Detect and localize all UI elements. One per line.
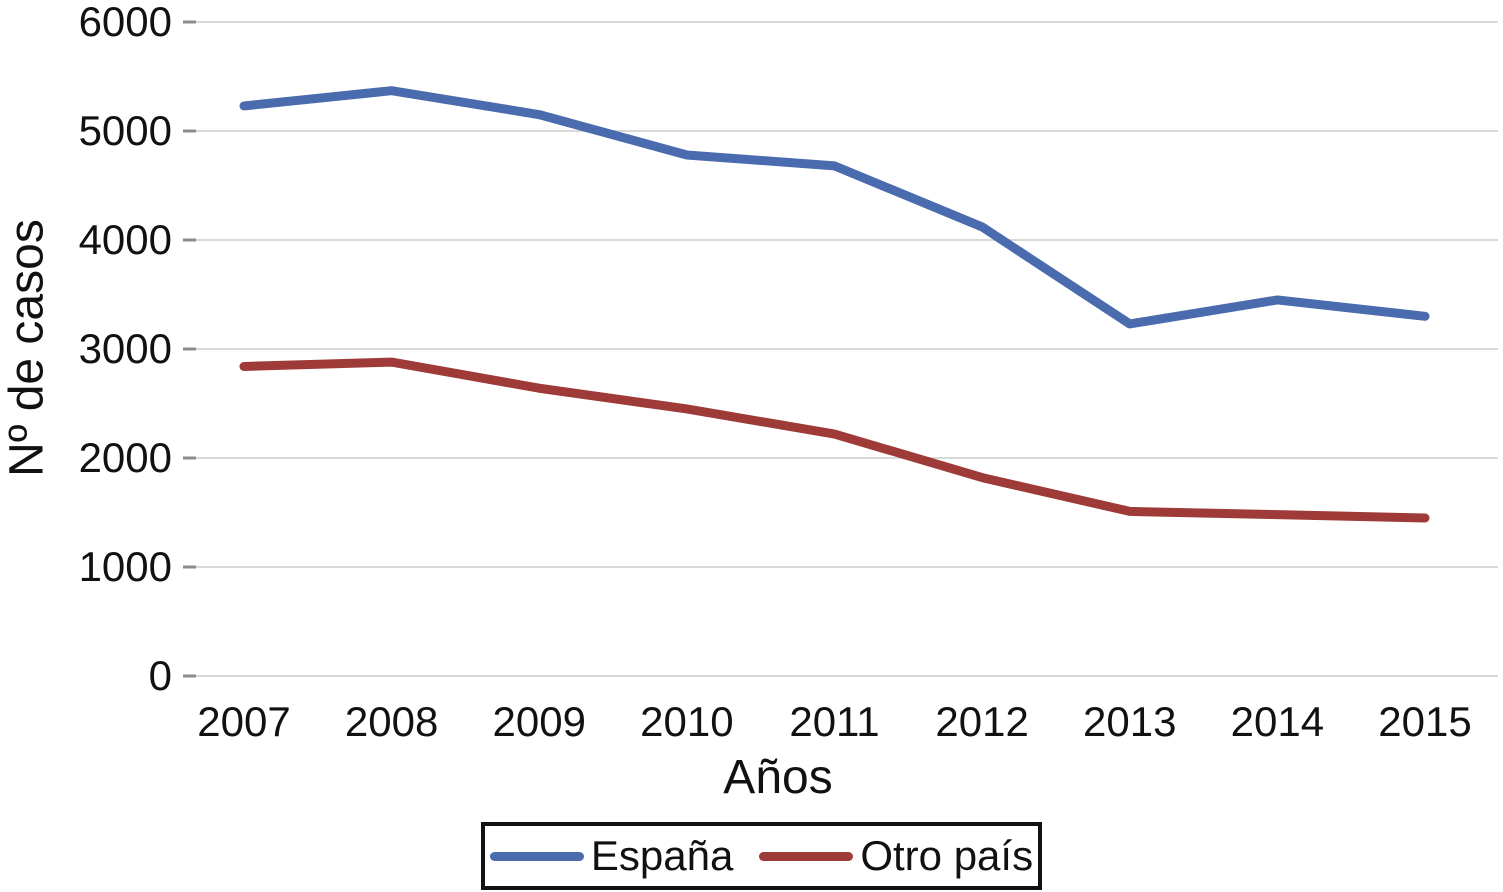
x-tick-label: 2014 <box>1230 698 1325 745</box>
x-tick-label: 2011 <box>789 698 880 745</box>
x-tick-label: 2010 <box>640 698 734 745</box>
legend-label-espana: España <box>590 832 734 879</box>
y-tick-label: 0 <box>148 652 172 699</box>
x-tick-label: 2007 <box>197 698 291 745</box>
y-tick-label: 5000 <box>78 107 172 154</box>
y-tick-label: 1000 <box>78 543 172 590</box>
y-tick-label: 4000 <box>78 216 172 263</box>
espana-line-swatch <box>489 851 584 861</box>
x-tick-label: 2015 <box>1378 698 1472 745</box>
y-tick-label: 3000 <box>78 325 172 372</box>
x-tick-label: 2009 <box>492 698 586 745</box>
legend-item-espana: España <box>489 832 734 880</box>
legend-label-otro-pais: Otro país <box>860 832 1034 879</box>
x-tick-label: 2013 <box>1083 698 1177 745</box>
x-tick-label: 2008 <box>344 698 439 745</box>
legend-item-otro-pais: Otro país <box>759 832 1033 880</box>
x-tick-label: 2012 <box>935 698 1029 745</box>
series-line-otro-país <box>239 357 1430 523</box>
y-tick-label: 6000 <box>78 0 172 45</box>
otro-pais-line-swatch <box>759 851 854 861</box>
legend: España Otro país <box>481 822 1042 890</box>
y-tick-label: 2000 <box>78 434 172 481</box>
x-axis-title: Años <box>723 751 833 804</box>
series-line-españa <box>239 86 1430 329</box>
